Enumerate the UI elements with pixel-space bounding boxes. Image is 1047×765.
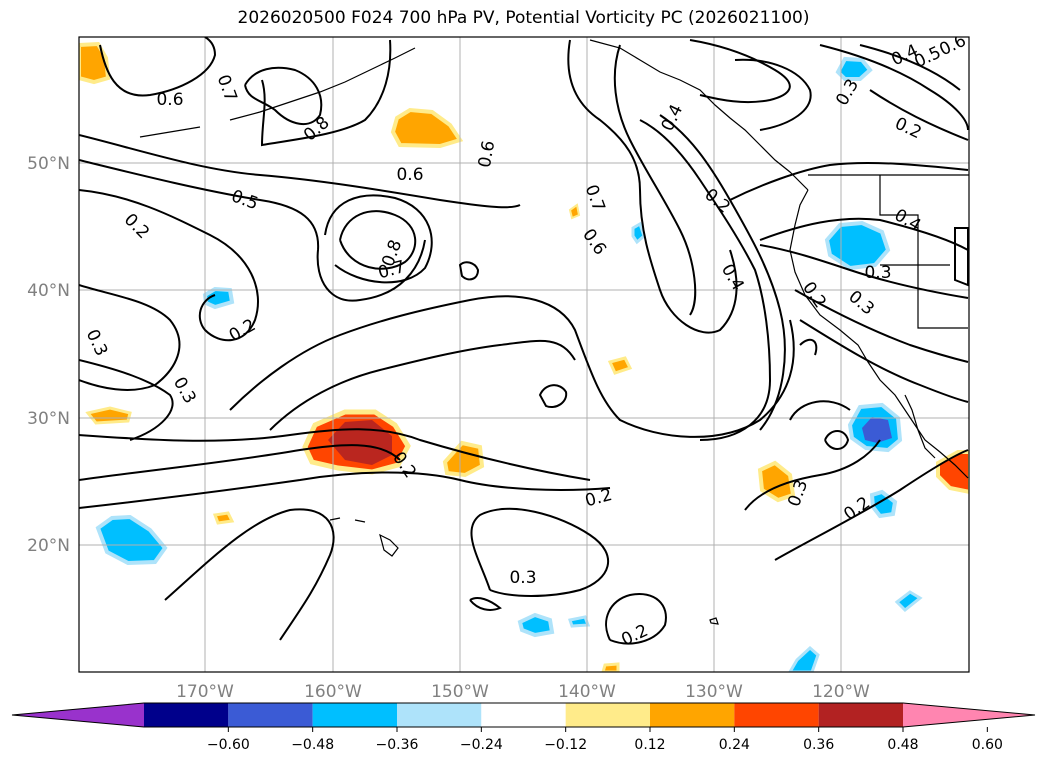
colorbar-box — [481, 703, 566, 727]
colorbar-outline — [11, 702, 1036, 728]
colorbar-tick-label: 0.36 — [803, 737, 834, 753]
colorbar-tick-label: −0.60 — [207, 737, 250, 753]
map-title: 2026020500 F024 700 hPa PV, Potential Vo… — [237, 8, 810, 28]
lon-label: 140°W — [558, 682, 616, 702]
longitude-labels: 170°W 160°W 150°W 140°W 130°W 120°W — [176, 682, 870, 702]
lon-label: 150°W — [431, 682, 489, 702]
pv-contours — [79, 37, 969, 645]
colorbar-tick-label: −0.24 — [460, 737, 503, 753]
lon-label: 170°W — [176, 682, 234, 702]
lat-label: 50°N — [27, 154, 70, 174]
colorbar-tick-label: 0.48 — [887, 737, 918, 753]
lon-label: 120°W — [812, 682, 870, 702]
negative-anomaly-shading — [95, 56, 923, 672]
colorbar-tick-label: −0.36 — [376, 737, 419, 753]
colorbar-box — [734, 703, 819, 727]
colorbar-box — [650, 703, 735, 727]
colorbar-extend-low — [12, 703, 144, 727]
graticule — [79, 37, 969, 672]
colorbar: −0.60 −0.48 −0.36 −0.24 −0.12 0.12 0.24 0.36 0.4… — [11, 702, 1036, 753]
contour-label: 0.3 — [509, 568, 536, 588]
colorbar-tick-label: 0.60 — [972, 737, 1003, 753]
colorbar-tick-label: 0.12 — [634, 737, 665, 753]
map-frame — [78, 36, 970, 673]
lat-label: 40°N — [27, 281, 70, 301]
colorbar-tick-label: −0.48 — [291, 737, 334, 753]
colorbar-box — [228, 703, 313, 727]
lat-label: 20°N — [27, 536, 70, 556]
colorbar-tick-label: −0.12 — [544, 737, 587, 753]
lon-label: 160°W — [304, 682, 362, 702]
colorbar-box — [312, 703, 397, 727]
contour-label: 0.6 — [396, 165, 423, 185]
lon-label: 130°W — [685, 682, 743, 702]
contour-label: 0.6 — [475, 139, 499, 169]
latitude-labels: 50°N 40°N 30°N 20°N — [27, 154, 70, 556]
contour-label: 0.6 — [156, 90, 183, 110]
contour-label: 0.3 — [864, 263, 891, 283]
colorbar-box — [818, 703, 903, 727]
colorbar-box — [565, 703, 650, 727]
lat-label: 30°N — [27, 409, 70, 429]
map-area — [79, 37, 969, 672]
colorbar-box — [397, 703, 482, 727]
colorbar-box — [144, 703, 229, 727]
colorbar-tick-label: 0.24 — [719, 737, 750, 753]
positive-anomaly-shading — [79, 41, 969, 672]
colorbar-extend-high — [903, 703, 1035, 727]
